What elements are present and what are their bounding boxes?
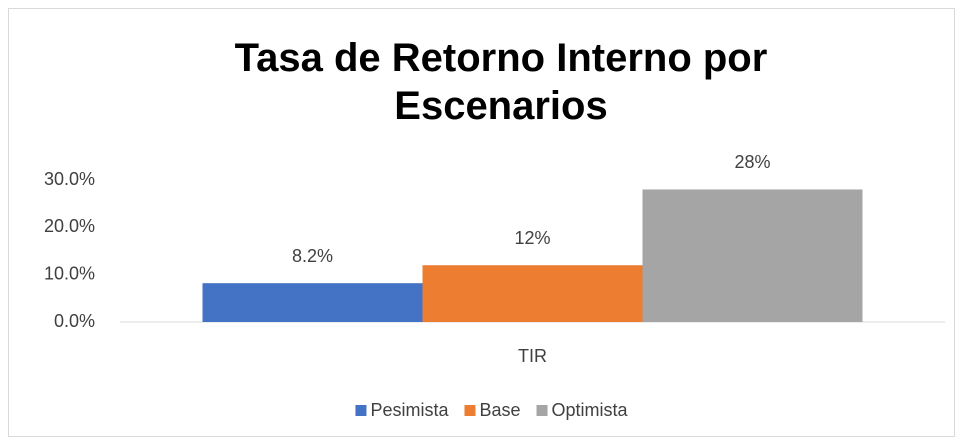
legend-label: Base	[479, 400, 520, 420]
legend-swatch	[536, 405, 548, 416]
bar	[422, 265, 643, 322]
y-tick-label: 10.0%	[44, 263, 95, 283]
legend-swatch	[464, 405, 476, 416]
x-tick-label: TIR	[518, 346, 547, 366]
legend-swatch	[355, 405, 367, 416]
data-label: 12%	[514, 228, 550, 248]
data-label: 8.2%	[292, 246, 333, 266]
legend-label: Pesimista	[370, 400, 449, 420]
chart-title: Tasa de Retorno Interno por Escenarios	[234, 36, 768, 128]
y-tick-label: 30.0%	[44, 169, 95, 189]
bar	[642, 189, 863, 322]
data-label: 28%	[734, 152, 770, 172]
legend-label: Optimista	[552, 400, 629, 420]
y-tick-label: 20.0%	[44, 216, 95, 236]
bar	[202, 283, 423, 322]
y-tick-label: 0.0%	[54, 311, 95, 331]
